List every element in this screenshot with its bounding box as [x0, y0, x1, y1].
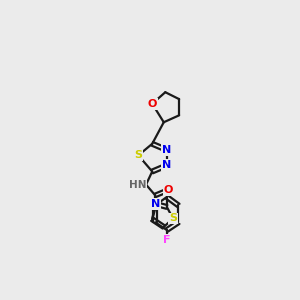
Text: N: N: [162, 160, 172, 170]
Text: N: N: [162, 145, 172, 155]
Text: S: S: [169, 214, 177, 224]
Text: S: S: [134, 150, 142, 160]
Text: O: O: [164, 185, 173, 195]
Text: HN: HN: [129, 180, 146, 190]
Text: N: N: [151, 199, 160, 209]
Text: O: O: [148, 99, 157, 109]
Text: F: F: [163, 235, 171, 245]
